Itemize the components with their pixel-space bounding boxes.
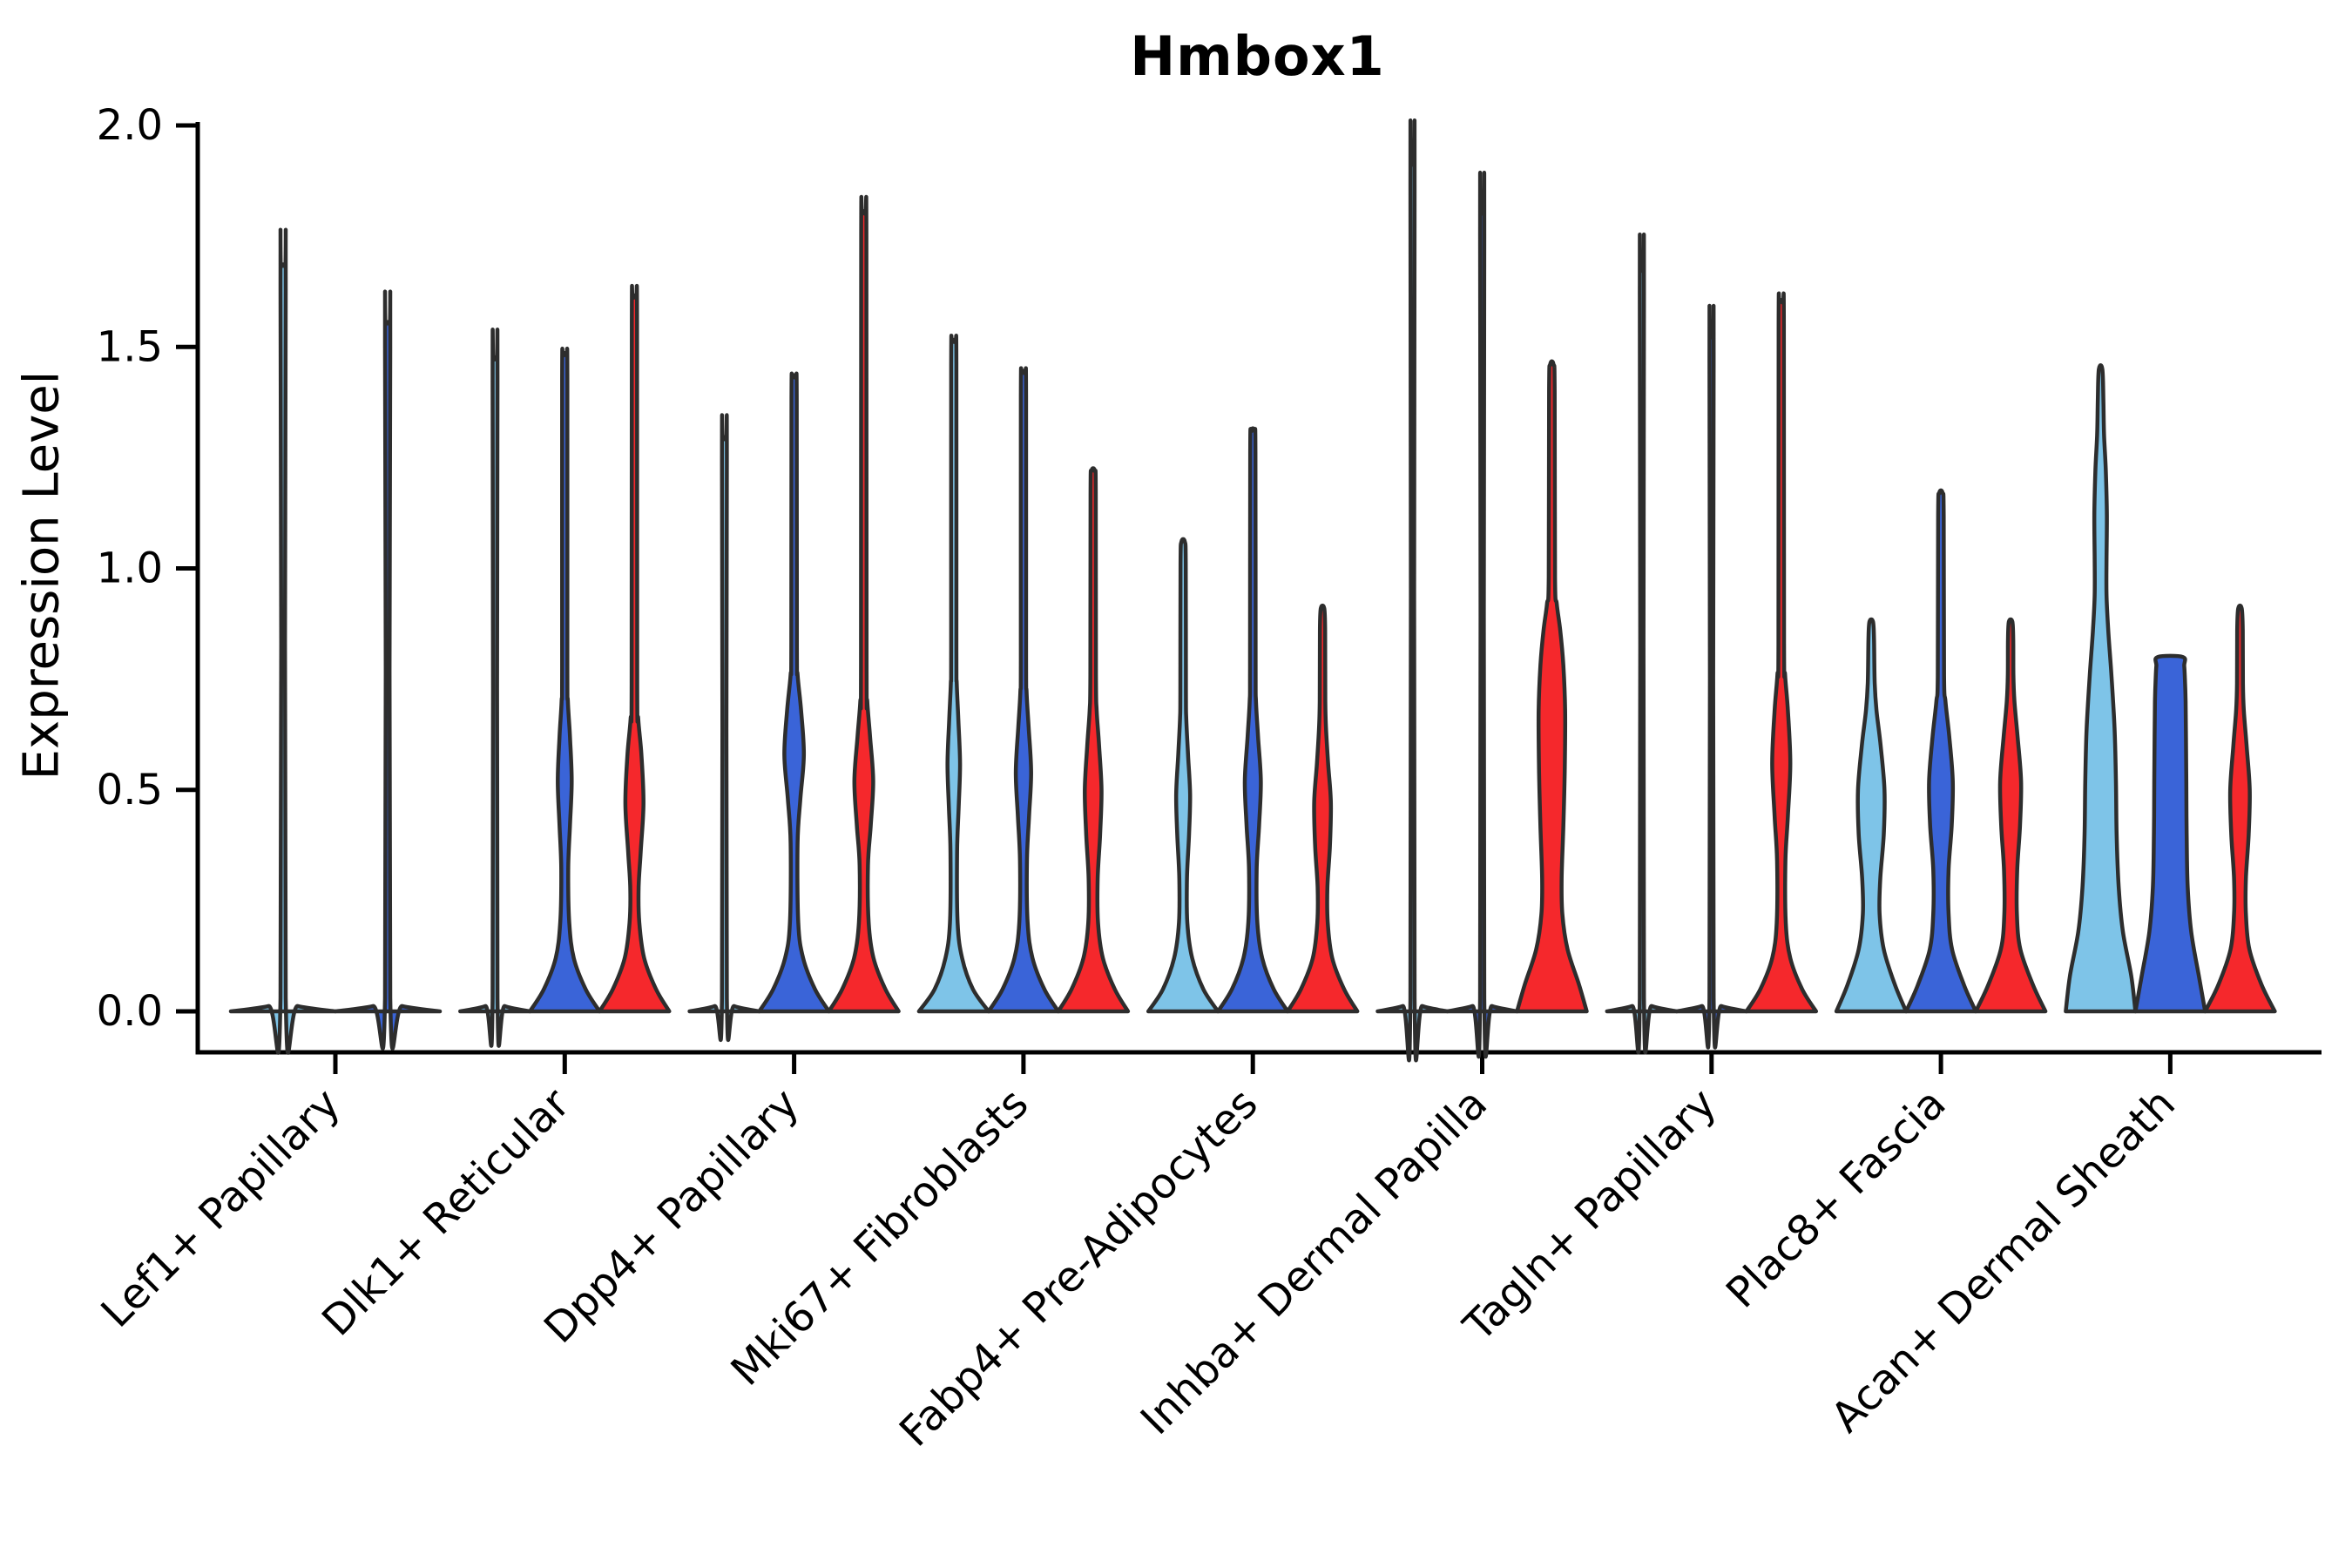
- violin-plac8-fascia-royalblue: [1903, 488, 1978, 1014]
- x-tick-label: Dpp4+ Papillary: [535, 1079, 808, 1353]
- violin-fabp4-pre-adipocytes-skyblue: [1146, 537, 1220, 1014]
- violin-lef1-papillary-skyblue: [228, 227, 338, 1055]
- violin-lef1-papillary-royalblue: [333, 289, 443, 1051]
- violin-tagln-papillary-royalblue: [1674, 303, 1749, 1050]
- y-tick-label: 0.5: [97, 766, 163, 814]
- violin-acan-dermal-sheath-royalblue: [2133, 653, 2207, 1014]
- y-tick-label: 1.5: [97, 322, 163, 371]
- violin-fabp4-pre-adipocytes-red: [1285, 603, 1360, 1014]
- chart-title: Hmbox1: [1130, 24, 1385, 88]
- violin-inhba-dermal-papilla-skyblue: [1375, 118, 1450, 1063]
- violin-plac8-fascia-red: [1973, 617, 2048, 1014]
- y-tick-label: 0.0: [97, 987, 163, 1036]
- violin-tagln-papillary-skyblue: [1605, 233, 1680, 1055]
- x-tick-label: Plac8+ Fascia: [1717, 1079, 1956, 1318]
- x-tick-label: Lef1+ Papillary: [92, 1079, 350, 1337]
- violin-dpp4-papillary-royalblue: [757, 371, 831, 1014]
- violin-mki67-fibroblasts-red: [1056, 466, 1131, 1014]
- violin-inhba-dermal-papilla-red: [1515, 359, 1589, 1014]
- violin-dpp4-papillary-skyblue: [687, 413, 761, 1043]
- violin-dlk1-reticular-skyblue: [458, 328, 532, 1048]
- violin-acan-dermal-sheath-skyblue: [2064, 362, 2138, 1014]
- violin-mki67-fibroblasts-royalblue: [986, 366, 1061, 1014]
- y-tick-label: 1.0: [97, 544, 163, 593]
- violin-acan-dermal-sheath-red: [2203, 603, 2277, 1014]
- y-tick-label: 2.0: [97, 101, 163, 150]
- violin-tagln-papillary-red: [1744, 291, 1819, 1014]
- x-tick-label: Dlk1+ Reticular: [313, 1079, 579, 1346]
- x-tick-label: Tagln+ Papillary: [1454, 1079, 1726, 1351]
- violin-plac8-fascia-skyblue: [1834, 617, 1909, 1014]
- violin-inhba-dermal-papilla-royalblue: [1445, 171, 1519, 1059]
- violin-fabp4-pre-adipocytes-royalblue: [1215, 426, 1290, 1014]
- violin-dlk1-reticular-royalblue: [528, 346, 602, 1014]
- violin-dpp4-papillary-red: [827, 194, 901, 1014]
- violin-dlk1-reticular-red: [598, 283, 672, 1014]
- violin-mki67-fibroblasts-skyblue: [916, 334, 991, 1014]
